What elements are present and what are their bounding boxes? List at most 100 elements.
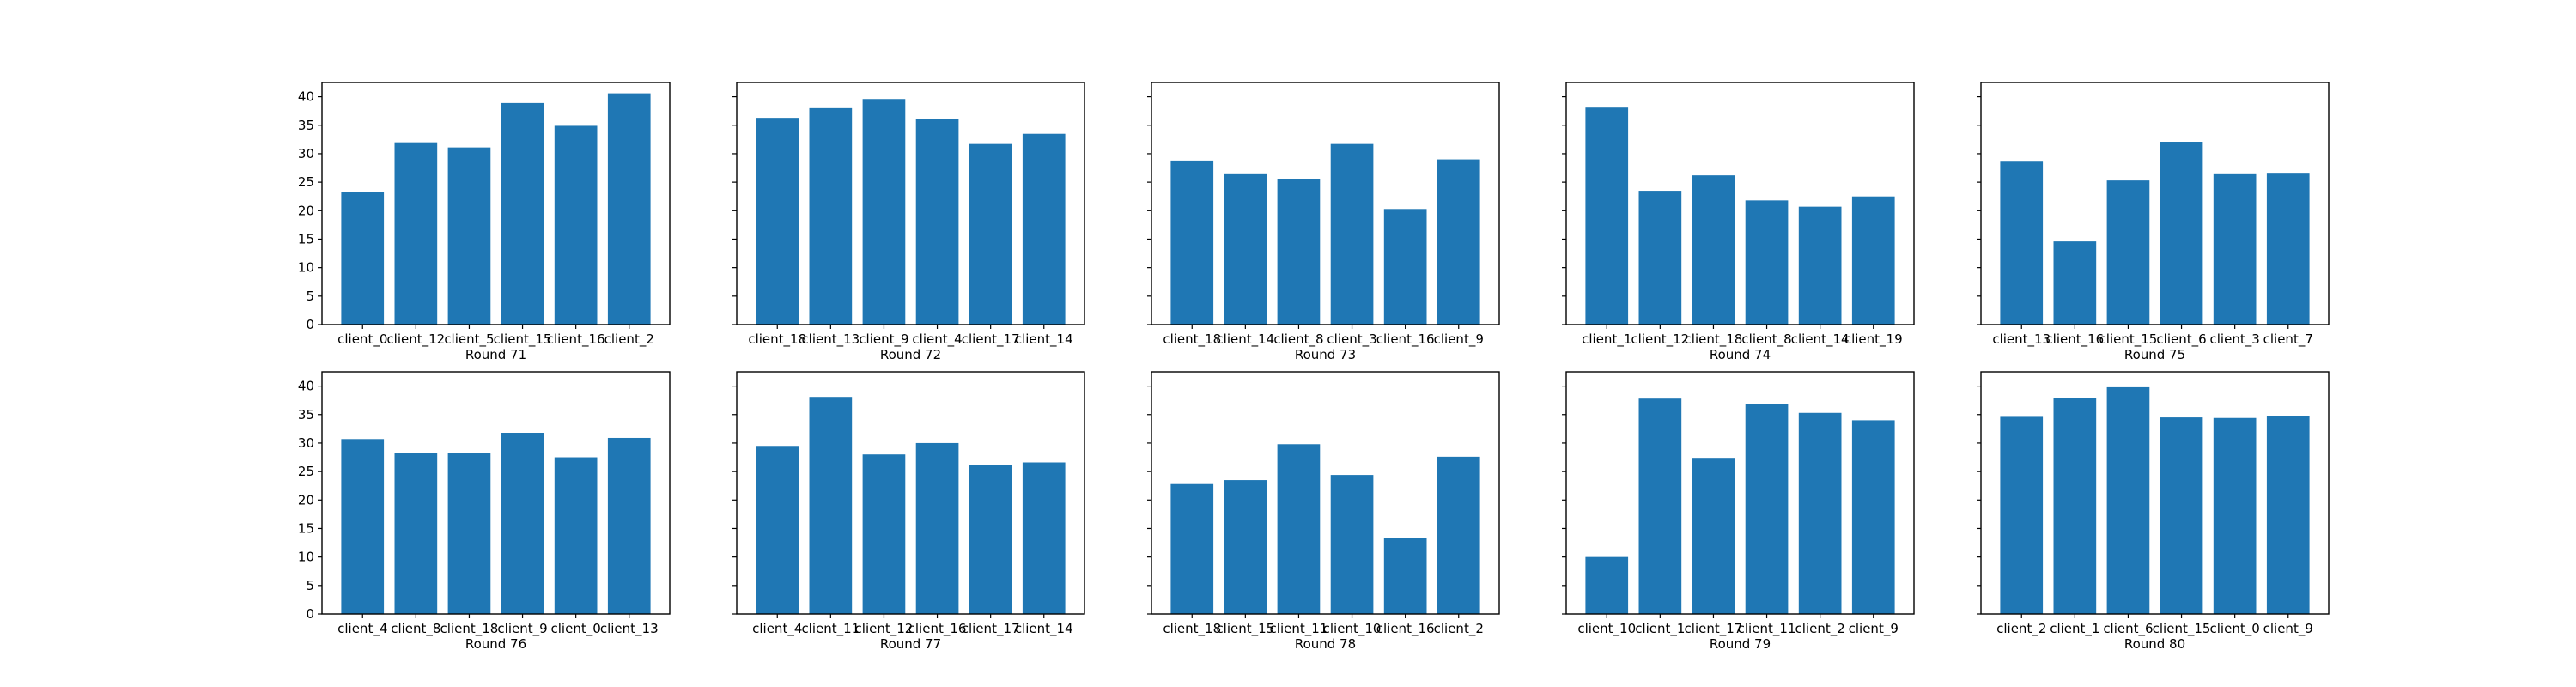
x-tick-label: client_4 — [752, 621, 802, 637]
bar-client_2 — [2000, 416, 2044, 614]
x-tick-label: client_3 — [1327, 331, 1376, 348]
y-tick-label: 30 — [298, 146, 314, 161]
bar-client_6 — [2106, 386, 2150, 614]
x-axis-label: Round 77 — [880, 636, 941, 652]
x-tick-label: client_4 — [912, 331, 962, 348]
y-tick-label: 25 — [298, 174, 314, 190]
x-tick-label: client_9 — [497, 621, 547, 637]
bar-client_16 — [554, 125, 598, 325]
bar-client_6 — [2160, 142, 2203, 325]
bar-client_13 — [2000, 161, 2044, 325]
bar-client_17 — [1692, 458, 1735, 614]
x-tick-label: client_14 — [1015, 331, 1073, 348]
x-tick-label: client_15 — [1216, 621, 1274, 637]
y-tick-label: 20 — [298, 203, 314, 218]
x-tick-label: client_18 — [440, 621, 499, 637]
bar-client_18 — [1692, 175, 1735, 325]
bar-client_16 — [2053, 241, 2097, 325]
x-tick-label: client_10 — [1577, 621, 1636, 637]
bar-client_4 — [341, 439, 385, 614]
x-tick-label: client_17 — [962, 331, 1020, 348]
bar-client_19 — [1851, 196, 1895, 325]
x-tick-label: client_0 — [337, 331, 387, 348]
y-tick-label: 15 — [298, 520, 314, 536]
x-tick-label: client_11 — [801, 621, 860, 637]
axes-frame — [1151, 371, 1500, 615]
bar-client_14 — [1224, 173, 1267, 325]
x-tick-label: client_13 — [801, 331, 860, 348]
y-tick-label: 20 — [298, 492, 314, 508]
x-axis-label: Round 73 — [1295, 347, 1356, 362]
bar-client_14 — [1022, 133, 1066, 325]
x-tick-label: client_6 — [2103, 621, 2153, 637]
x-tick-label: client_17 — [1685, 621, 1743, 637]
axes-frame — [1980, 82, 2330, 325]
x-axis-label: Round 71 — [465, 347, 526, 362]
x-tick-label: client_11 — [1270, 621, 1328, 637]
bar-client_4 — [915, 119, 959, 325]
bar-client_9 — [1437, 159, 1480, 325]
bar-client_12 — [1638, 191, 1682, 325]
x-tick-label: client_15 — [494, 331, 552, 348]
x-tick-label: client_10 — [1323, 621, 1382, 637]
bar-client_3 — [1330, 143, 1374, 325]
x-tick-label: client_11 — [1738, 621, 1796, 637]
x-tick-label: client_16 — [1376, 621, 1435, 637]
x-tick-label: client_16 — [547, 331, 605, 348]
x-tick-label: client_12 — [386, 331, 445, 348]
bar-client_18 — [1170, 160, 1214, 325]
x-axis-label: Round 74 — [1710, 347, 1771, 362]
x-tick-label: client_1 — [2050, 621, 2099, 637]
axes-frame — [736, 82, 1085, 325]
x-tick-label: client_13 — [600, 621, 659, 637]
x-tick-label: client_4 — [337, 621, 387, 637]
x-tick-label: client_12 — [855, 621, 914, 637]
bar-client_4 — [756, 446, 799, 614]
bar-client_1 — [1585, 107, 1629, 325]
bar-client_9 — [2266, 416, 2310, 614]
x-tick-label: client_15 — [2153, 621, 2211, 637]
x-tick-label: client_3 — [2210, 331, 2260, 348]
y-tick-label: 15 — [298, 231, 314, 246]
x-tick-label: client_14 — [1015, 621, 1073, 637]
axes-frame — [321, 371, 671, 615]
bar-client_9 — [1851, 420, 1895, 614]
y-tick-label: 30 — [298, 435, 314, 451]
x-axis-label: Round 80 — [2124, 636, 2185, 652]
bar-client_12 — [862, 454, 906, 614]
x-tick-label: client_18 — [1685, 331, 1743, 348]
x-tick-label: client_18 — [748, 331, 806, 348]
bar-client_13 — [607, 437, 651, 614]
x-tick-label: client_9 — [2263, 621, 2313, 637]
bar-client_11 — [1277, 444, 1321, 614]
x-tick-label: client_19 — [1844, 331, 1903, 348]
x-tick-label: client_16 — [2045, 331, 2104, 348]
x-tick-label: client_2 — [1795, 621, 1845, 637]
x-tick-label: client_2 — [1996, 621, 2046, 637]
axes-frame — [736, 371, 1085, 615]
bar-client_11 — [809, 397, 853, 614]
axes-frame — [1565, 82, 1915, 325]
bar-client_14 — [1022, 462, 1066, 614]
bar-client_9 — [862, 99, 906, 325]
axes-frame — [1151, 82, 1500, 325]
bar-client_15 — [2106, 180, 2150, 325]
bar-client_2 — [607, 93, 651, 325]
x-axis-label: Round 79 — [1710, 636, 1771, 652]
bar-client_18 — [1170, 483, 1214, 614]
bar-client_8 — [394, 453, 438, 614]
y-tick-label: 5 — [306, 578, 314, 593]
x-tick-label: client_6 — [2156, 331, 2206, 348]
bar-client_16 — [915, 442, 959, 614]
bar-client_8 — [1745, 200, 1789, 325]
x-tick-label: client_16 — [1376, 331, 1435, 348]
y-tick-label: 0 — [306, 606, 314, 622]
x-axis-label: Round 72 — [880, 347, 941, 362]
x-tick-label: client_8 — [391, 621, 440, 637]
y-tick-label: 35 — [298, 407, 314, 423]
x-tick-label: client_7 — [2263, 331, 2313, 348]
y-tick-label: 40 — [298, 379, 314, 394]
x-axis-label: Round 75 — [2124, 347, 2185, 362]
bar-client_10 — [1330, 475, 1374, 614]
